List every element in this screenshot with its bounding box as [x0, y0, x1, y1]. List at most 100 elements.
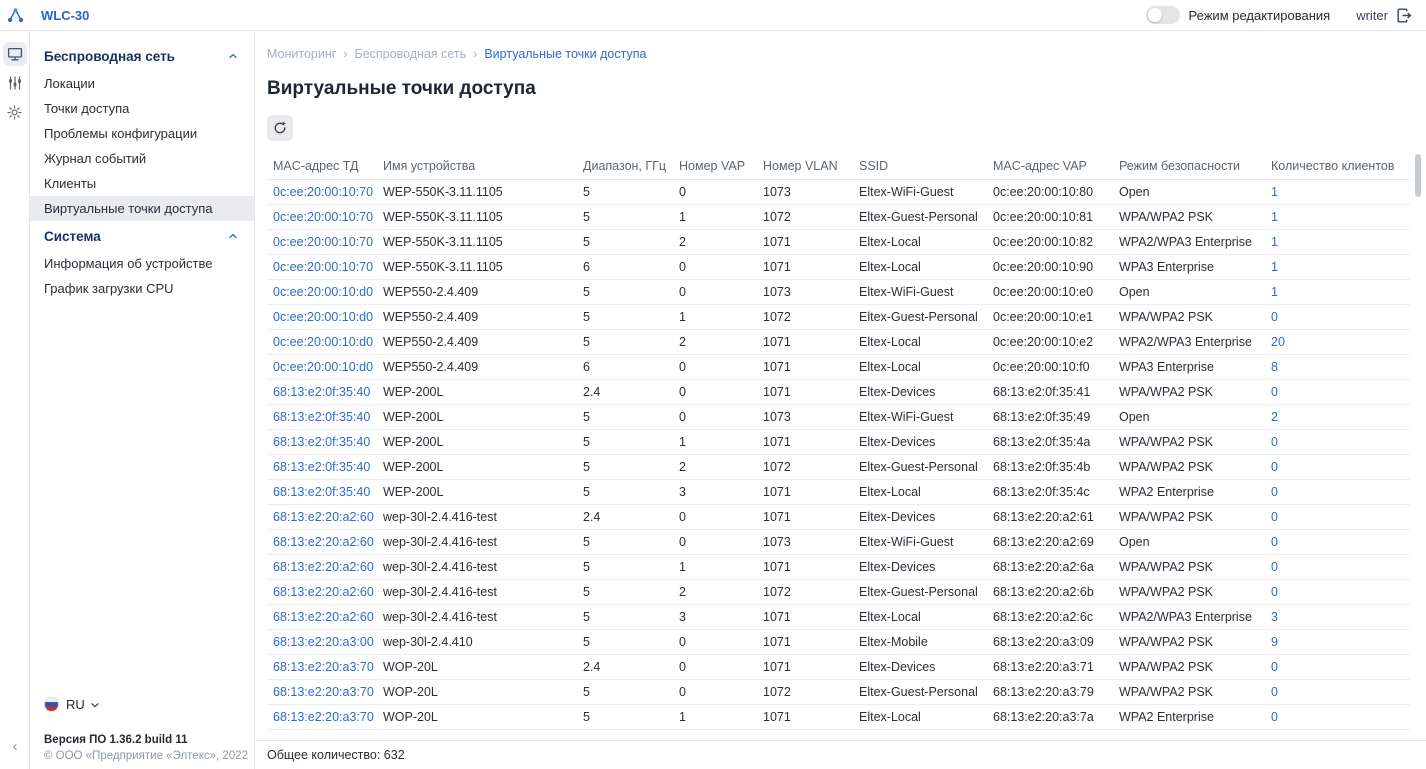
cell: WPA2/WPA3 Enterprise: [1113, 229, 1265, 255]
clients-count-link[interactable]: 9: [1271, 634, 1278, 649]
cell: WPA2/WPA3 Enterprise: [1113, 604, 1265, 630]
cell: WEP-550K-3.11.1105: [377, 254, 577, 280]
ap-mac-link[interactable]: 68:13:e2:0f:35:40: [273, 459, 371, 474]
language-selector[interactable]: RU: [44, 697, 240, 712]
breadcrumb-item[interactable]: Виртуальные точки доступа: [484, 47, 647, 61]
ap-mac-link[interactable]: 0c:ee:20:00:10:70: [273, 234, 374, 249]
clients-count-link[interactable]: 8: [1271, 359, 1278, 374]
clients-count-link[interactable]: 0: [1271, 384, 1278, 399]
cell: 1071: [757, 429, 853, 455]
clients-count-link[interactable]: 1: [1271, 259, 1278, 274]
sidebar: Беспроводная сеть Локации Точки доступа Про…: [30, 31, 255, 769]
ap-mac-link[interactable]: 0c:ee:20:00:10:d0: [273, 359, 374, 374]
column-header: Номер VAP: [673, 153, 757, 180]
table-row: 68:13:e2:0f:35:40 WEP-200L 5 1 1071 Eltex-Dev…: [267, 429, 1410, 455]
ap-mac-link[interactable]: 0c:ee:20:00:10:70: [273, 184, 374, 199]
ap-mac-link[interactable]: 68:13:e2:20:a3:70: [273, 659, 374, 674]
clients-count-link[interactable]: 3: [1271, 609, 1278, 624]
cell: 0: [673, 654, 757, 680]
sidebar-item[interactable]: Локации: [44, 76, 95, 91]
ap-mac-link[interactable]: 0c:ee:20:00:10:70: [273, 209, 374, 224]
clients-count-link[interactable]: 1: [1271, 209, 1278, 224]
clients-count-link[interactable]: 0: [1271, 509, 1278, 524]
cell: 68:13:e2:20:a2:6a: [987, 554, 1113, 580]
cell: 0: [673, 354, 757, 380]
clients-count-link[interactable]: 1: [1271, 234, 1278, 249]
ap-mac-link[interactable]: 68:13:e2:0f:35:40: [273, 384, 371, 399]
ap-mac-link[interactable]: 0c:ee:20:00:10:d0: [273, 309, 374, 324]
clients-count-link[interactable]: 2: [1271, 409, 1278, 424]
clients-count-link[interactable]: 1: [1271, 284, 1278, 299]
table-row: 0c:ee:20:00:10:d0 WEP550-2.4.409 5 1 1072 Elt…: [267, 304, 1410, 330]
cell: 5: [577, 304, 673, 330]
cell: Eltex-Local: [853, 329, 987, 355]
rail-item-wireless[interactable]: [3, 71, 27, 95]
cell: WEP-200L: [377, 404, 577, 430]
rail-item-monitoring[interactable]: [2, 42, 27, 66]
cell-clients: 3: [1265, 604, 1410, 630]
sidebar-section-header[interactable]: Система: [30, 221, 254, 251]
cell: Eltex-Mobile: [853, 629, 987, 655]
clients-count-link[interactable]: 0: [1271, 459, 1278, 474]
table-row: 68:13:e2:20:a2:60 wep-30l-2.4.416-test 5 1 1…: [267, 554, 1410, 580]
cell: WEP-550K-3.11.1105: [377, 204, 577, 230]
cell: 5: [577, 529, 673, 555]
sidebar-item[interactable]: Точки доступа: [44, 101, 130, 116]
breadcrumb-item[interactable]: Беспроводная сеть: [354, 47, 467, 61]
cell: 5: [577, 579, 673, 605]
ap-mac-link[interactable]: 68:13:e2:20:a2:60: [273, 534, 374, 549]
ap-mac-link[interactable]: 68:13:e2:20:a3:00: [273, 634, 374, 649]
logout-button[interactable]: [1396, 8, 1412, 23]
cell: WOP-20L: [377, 679, 577, 705]
cell: WPA3 Enterprise: [1113, 354, 1265, 380]
collapse-sidebar-chevron[interactable]: ‹: [12, 738, 18, 755]
clients-count-link[interactable]: 0: [1271, 309, 1278, 324]
cell-clients: 9: [1265, 629, 1410, 655]
ap-mac-link[interactable]: 0c:ee:20:00:10:d0: [273, 284, 374, 299]
vertical-scrollbar-thumb[interactable]: [1415, 154, 1421, 197]
main-content: Мониторинг › Беспроводная сеть › Виртуальные…: [255, 31, 1426, 769]
ap-mac-link[interactable]: 68:13:e2:20:a2:60: [273, 609, 374, 624]
ap-mac-link[interactable]: 68:13:e2:20:a3:70: [273, 709, 374, 724]
refresh-button[interactable]: [267, 115, 293, 141]
cell: 0c:ee:20:00:10:81: [987, 204, 1113, 230]
clients-count-link[interactable]: 0: [1271, 684, 1278, 699]
rail-item-settings[interactable]: [3, 100, 27, 124]
edit-mode-toggle[interactable]: [1145, 6, 1180, 24]
cell: 1071: [757, 354, 853, 380]
ap-mac-link[interactable]: 68:13:e2:20:a2:60: [273, 559, 374, 574]
clients-count-link[interactable]: 0: [1271, 534, 1278, 549]
ap-mac-link[interactable]: 68:13:e2:0f:35:40: [273, 434, 371, 449]
ap-mac-link[interactable]: 68:13:e2:0f:35:40: [273, 409, 371, 424]
cell: wep-30l-2.4.410: [377, 629, 577, 655]
sidebar-section-header[interactable]: Беспроводная сеть: [30, 41, 254, 71]
sidebar-item[interactable]: Информация об устройстве: [44, 256, 213, 271]
clients-count-link[interactable]: 0: [1271, 584, 1278, 599]
cell: 5: [577, 179, 673, 205]
cell-clients: 0: [1265, 654, 1410, 680]
sidebar-item[interactable]: Виртуальные точки доступа: [30, 196, 254, 221]
sidebar-item[interactable]: Журнал событий: [44, 151, 147, 166]
clients-count-link[interactable]: 1: [1271, 184, 1278, 199]
ap-mac-link[interactable]: 0c:ee:20:00:10:70: [273, 259, 374, 274]
sidebar-item[interactable]: Клиенты: [44, 176, 97, 191]
cell: WPA2 Enterprise: [1113, 479, 1265, 505]
clients-count-link[interactable]: 0: [1271, 659, 1278, 674]
cell: WPA2 Enterprise: [1113, 704, 1265, 730]
breadcrumb-item[interactable]: Мониторинг: [267, 47, 337, 61]
ap-mac-link[interactable]: 68:13:e2:20:a2:60: [273, 509, 374, 524]
cell: 68:13:e2:20:a3:71: [987, 654, 1113, 680]
clients-count-link[interactable]: 0: [1271, 709, 1278, 724]
ap-mac-link[interactable]: 68:13:e2:20:a3:70: [273, 684, 374, 699]
clients-count-link[interactable]: 20: [1271, 334, 1285, 349]
clients-count-link[interactable]: 0: [1271, 434, 1278, 449]
cell-ap-mac: 68:13:e2:20:a2:60: [267, 504, 377, 530]
clients-count-link[interactable]: 0: [1271, 559, 1278, 574]
ap-mac-link[interactable]: 0c:ee:20:00:10:d0: [273, 334, 374, 349]
sidebar-item[interactable]: Проблемы конфигурации: [44, 126, 198, 141]
cell-ap-mac: 68:13:e2:0f:35:40: [267, 479, 377, 505]
clients-count-link[interactable]: 0: [1271, 484, 1278, 499]
sidebar-item[interactable]: График загрузки CPU: [44, 281, 174, 296]
ap-mac-link[interactable]: 68:13:e2:0f:35:40: [273, 484, 371, 499]
ap-mac-link[interactable]: 68:13:e2:20:a2:60: [273, 584, 374, 599]
